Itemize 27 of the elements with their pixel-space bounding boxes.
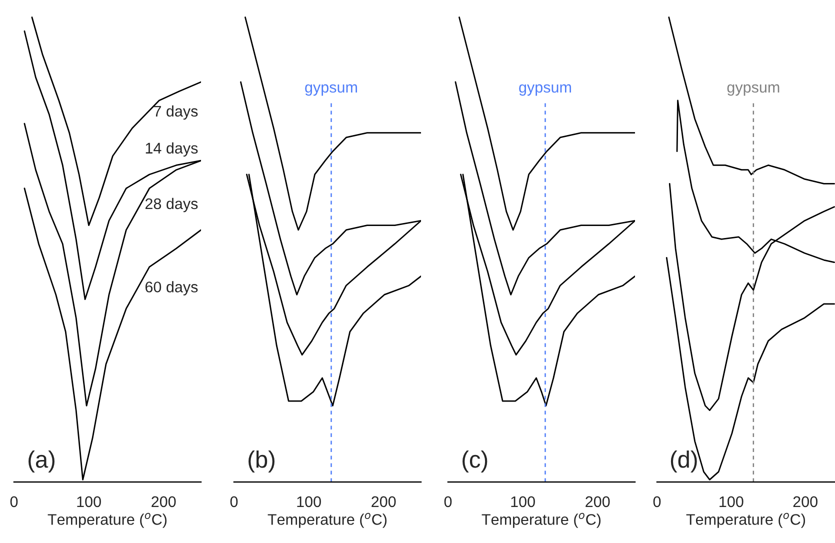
x-tick-label: 100 [511,496,535,508]
x-tick-label: 200 [793,496,818,508]
series-label: 60 days [145,281,198,296]
ref-line-label: gypsum [519,84,571,96]
x-tick-label: 200 [586,496,610,508]
series-label: 28 days [145,198,198,212]
x-tick-label: 100 [297,496,321,508]
series-label: 7 days [154,105,198,120]
ref-line-label: gypsum [727,84,780,96]
ref-line-label: gypsum [305,84,357,96]
annotation: (b) [248,450,274,473]
x-tick-label: 100 [720,496,744,508]
annotation: (d) [670,450,697,473]
x-axis-title: Temperature ($^{o}$C) [268,512,387,528]
x-tick-label: 200 [152,496,176,508]
x-axis-title: Temperature ($^{o}$C) [48,512,167,528]
x-axis-title: Temperature ($^{o}$C) [482,512,601,528]
annotation: (a) [28,450,54,473]
x-tick-label: 0 [444,496,452,508]
x-axis-title: Temperature ($^{o}$C) [686,512,806,528]
x-tick-label: 100 [77,496,101,508]
x-tick-label: 0 [230,496,238,508]
x-tick-label: 200 [372,496,396,508]
x-tick-label: 0 [10,496,18,508]
x-tick-label: 0 [653,496,661,508]
series-label: 14 days [146,142,198,157]
annotation: (c) [462,450,488,473]
